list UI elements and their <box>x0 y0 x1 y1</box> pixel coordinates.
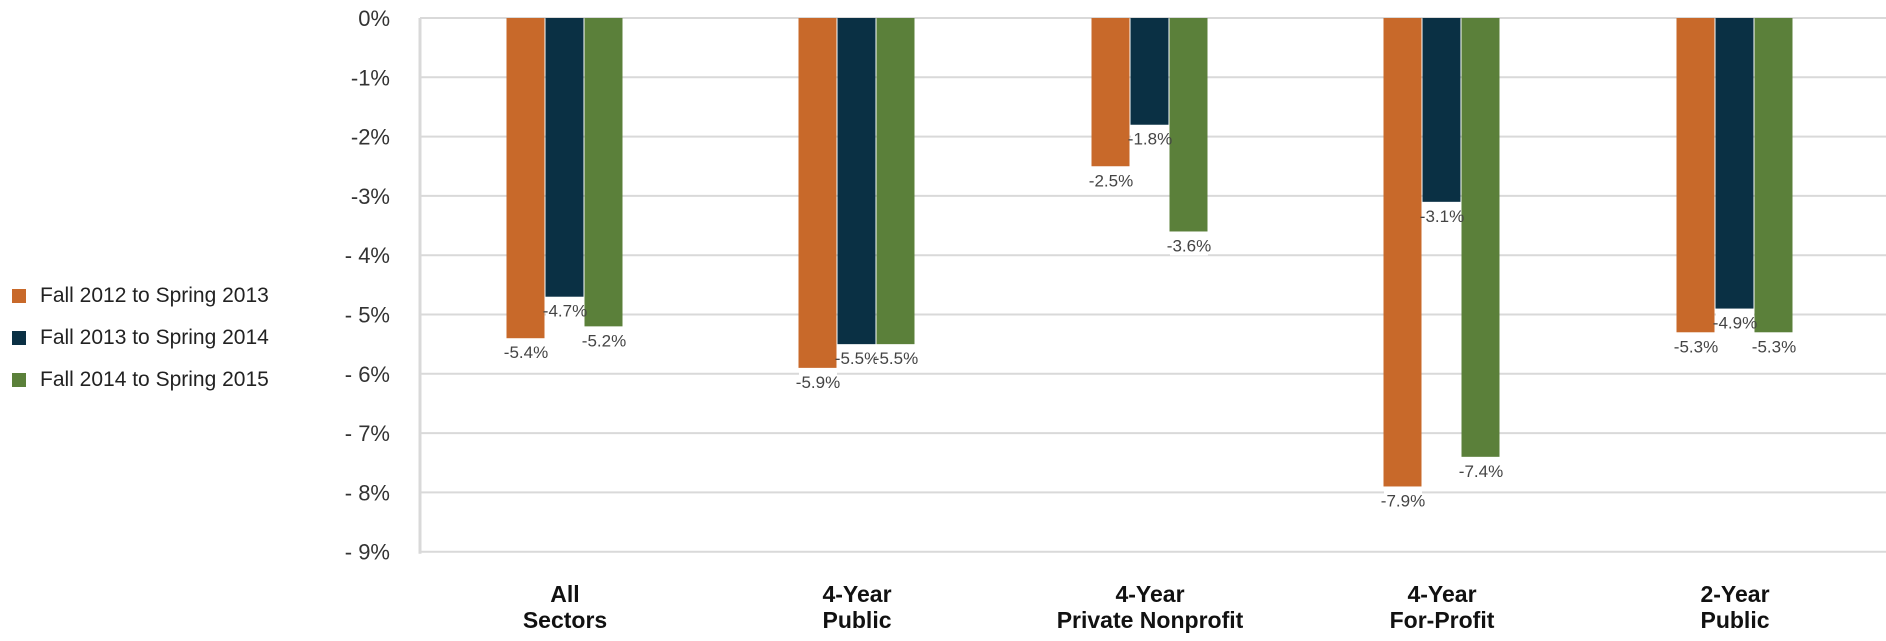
data-label: -4.7% <box>543 302 587 321</box>
data-label: -5.4% <box>504 343 548 362</box>
y-tick-label: - 5% <box>345 303 390 328</box>
data-label: -5.9% <box>796 373 840 392</box>
x-category-label: Public <box>1700 607 1769 633</box>
data-label-bg <box>1170 233 1208 256</box>
data-labels: -5.4% -5.9% -2.5% -7.9% -5.3% -4.7% -5.5% -1.8%… <box>504 126 1796 511</box>
data-label: -1.8% <box>1128 130 1172 149</box>
legend-item: Fall 2013 to Spring 2014 <box>12 317 269 359</box>
data-label-bg <box>1131 126 1169 149</box>
legend-swatch <box>12 373 26 387</box>
legend-label: Fall 2013 to Spring 2014 <box>40 326 269 349</box>
data-label: -5.5% <box>835 349 879 368</box>
data-label: -7.9% <box>1381 491 1425 510</box>
bar <box>1383 18 1422 487</box>
x-category-label: 2-Year <box>1700 581 1769 607</box>
data-label-bg <box>877 346 915 369</box>
data-label-bg <box>585 328 623 351</box>
bar <box>1461 18 1500 457</box>
y-tick-label: - 6% <box>345 362 390 387</box>
bar <box>1422 18 1461 202</box>
y-tick-label: - 7% <box>345 421 390 446</box>
bar <box>1676 18 1715 333</box>
bar <box>837 18 876 345</box>
y-tick-label: - 4% <box>345 243 390 268</box>
x-category-label: Sectors <box>523 607 607 633</box>
x-category-label: Public <box>822 607 891 633</box>
bar <box>1754 18 1793 333</box>
y-tick-label: -1% <box>351 65 390 90</box>
x-category-label: Private Nonprofit <box>1057 607 1244 633</box>
y-tick-label: - 9% <box>345 540 390 565</box>
bars <box>506 18 1793 487</box>
bar <box>876 18 915 345</box>
x-category-label: For-Profit <box>1390 607 1495 633</box>
legend-item: Fall 2014 to Spring 2015 <box>12 359 269 401</box>
bar <box>506 18 545 339</box>
data-label: -7.4% <box>1459 462 1503 481</box>
legend-label: Fall 2012 to Spring 2013 <box>40 284 269 307</box>
data-label: -5.3% <box>1674 337 1718 356</box>
x-category-label: 4-Year <box>1115 581 1184 607</box>
data-label: -3.1% <box>1420 207 1464 226</box>
bar <box>1169 18 1208 232</box>
bar <box>798 18 837 368</box>
data-label: -4.9% <box>1713 314 1757 333</box>
data-label-bg <box>546 298 584 321</box>
bar <box>584 18 623 327</box>
legend-swatch <box>12 331 26 345</box>
bar <box>1715 18 1754 309</box>
legend-item: Fall 2012 to Spring 2013 <box>12 275 269 317</box>
bar <box>545 18 584 297</box>
bar <box>1091 18 1130 167</box>
data-label-bg <box>1423 203 1461 226</box>
gridlines <box>420 17 1886 553</box>
data-label-bg <box>507 340 545 363</box>
data-label-bg <box>1384 488 1422 511</box>
data-label-bg <box>1755 334 1793 357</box>
legend: Fall 2012 to Spring 2013 Fall 2013 to Spr… <box>12 275 269 401</box>
data-label: -5.3% <box>1752 337 1796 356</box>
x-category-label: All <box>550 581 579 607</box>
data-label: -3.6% <box>1167 236 1211 255</box>
data-label-bg <box>1677 334 1715 357</box>
data-label: -5.2% <box>582 331 626 350</box>
bar <box>1130 18 1169 125</box>
data-label-bg <box>1462 458 1500 481</box>
data-label-bg <box>799 369 837 392</box>
y-tick-label: -2% <box>351 125 390 150</box>
legend-label: Fall 2014 to Spring 2015 <box>40 368 269 391</box>
x-category-label: 4-Year <box>1407 581 1476 607</box>
x-category-label: 4-Year <box>822 581 891 607</box>
y-tick-label: -3% <box>351 184 390 209</box>
data-label-bg <box>1716 310 1754 333</box>
data-label-bg <box>1092 168 1130 191</box>
axes: 0% -1% -2% -3% - 4% - 5% - 6% - 7% - 8% - 9% AllSe… <box>345 6 1770 633</box>
y-tick-label: 0% <box>358 6 390 31</box>
data-label-bg <box>838 346 876 369</box>
legend-swatch <box>12 289 26 303</box>
y-tick-label: - 8% <box>345 480 390 505</box>
data-label: -5.5% <box>874 349 918 368</box>
data-label: -2.5% <box>1089 171 1133 190</box>
